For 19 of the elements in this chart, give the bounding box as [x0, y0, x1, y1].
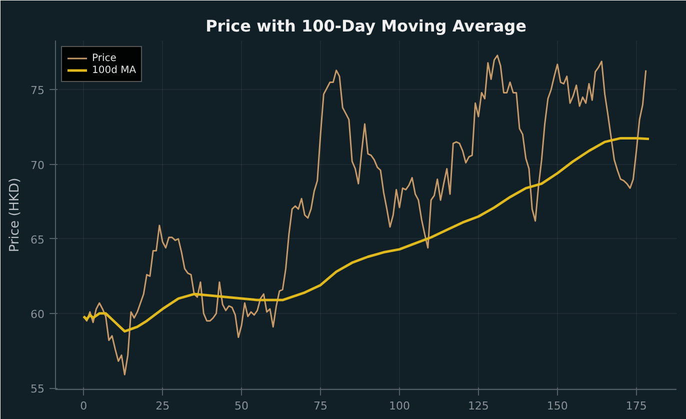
x-tick-label: 150 [546, 400, 568, 412]
legend-label: 100d MA [92, 64, 136, 76]
x-tick-label: 50 [234, 400, 249, 412]
legend-label: Price [92, 52, 116, 64]
x-tick-label: 75 [314, 400, 328, 412]
line-series [82, 136, 650, 333]
x-tick-label: 0 [80, 400, 88, 412]
line-series [82, 54, 647, 376]
x-tick-label: 125 [468, 400, 489, 412]
chart-title: Price with 100-Day Moving Average [206, 16, 527, 36]
y-tick-label: 70 [30, 158, 45, 172]
y-tick-label: 55 [30, 382, 45, 396]
x-tick-label: 25 [156, 400, 170, 412]
x-tick-label: 100 [388, 400, 410, 412]
y-tick-label: 65 [30, 233, 45, 246]
x-tick-label: 175 [626, 400, 647, 412]
y-tick-label: 75 [30, 84, 45, 98]
y-axis-title: Price (HKD) [8, 178, 23, 252]
y-tick-label: 60 [30, 308, 45, 321]
